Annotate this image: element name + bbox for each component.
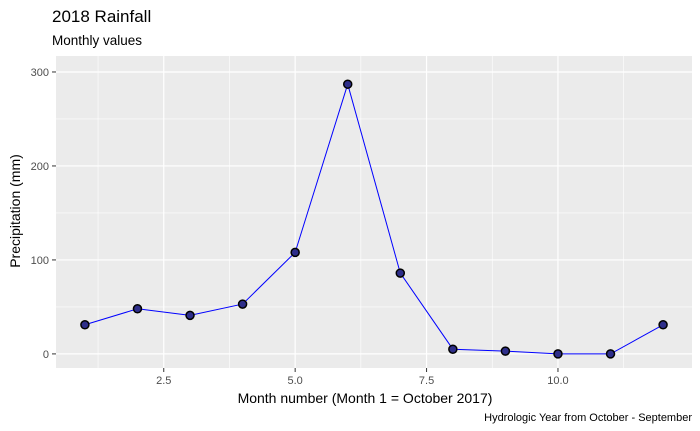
data-point (553, 349, 563, 359)
y-tick-label: 200 (31, 161, 49, 173)
y-axis-title: Precipitation (mm) (7, 154, 23, 268)
data-point (500, 346, 511, 356)
data-point (132, 304, 143, 314)
x-axis-title: Month number (Month 1 = October 2017) (238, 390, 493, 406)
data-point (448, 344, 458, 354)
data-point (290, 247, 300, 258)
x-tick-label: 5.0 (288, 375, 303, 387)
chart-subtitle: Monthly values (52, 33, 142, 48)
series-precipitation (80, 79, 668, 359)
data-point (80, 320, 90, 330)
x-tick-label: 7.5 (419, 375, 434, 387)
data-point (395, 268, 406, 278)
minor-gridlines (56, 56, 692, 368)
y-tick-label: 100 (31, 255, 49, 267)
x-tick-label: 2.5 (156, 375, 171, 387)
data-point (185, 310, 195, 321)
chart-title: 2018 Rainfall (52, 7, 151, 26)
series-line (84, 82, 664, 355)
x-tick-label: 10.0 (547, 375, 568, 387)
x-axis: 2.5 5.0 7.5 10.0 (156, 368, 569, 387)
data-point (237, 299, 248, 309)
y-tick-label: 0 (43, 349, 49, 361)
plot-panel (56, 56, 692, 368)
y-axis: 0 100 200 300 (31, 67, 56, 361)
y-tick-label: 300 (31, 67, 49, 79)
data-point (658, 320, 668, 330)
data-point (342, 79, 353, 89)
data-point (605, 349, 616, 359)
chart-caption: Hydrologic Year from October - September (484, 412, 692, 424)
